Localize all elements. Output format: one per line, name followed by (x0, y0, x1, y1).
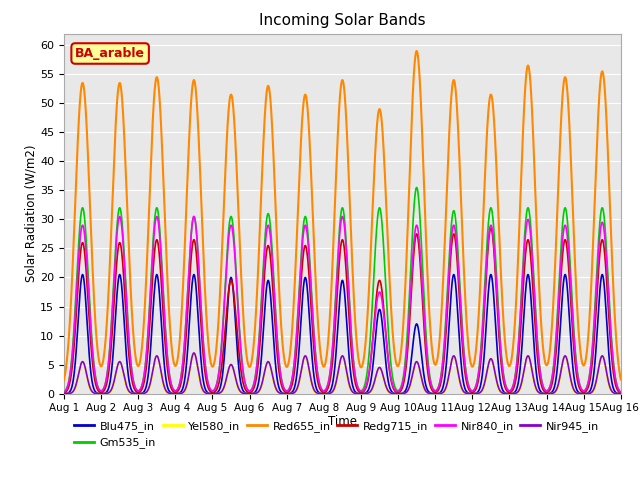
Text: BA_arable: BA_arable (75, 47, 145, 60)
Legend: Blu475_in, Gm535_in, Yel580_in, Red655_in, Redg715_in, Nir840_in, Nir945_in: Blu475_in, Gm535_in, Yel580_in, Red655_i… (70, 417, 604, 453)
Title: Incoming Solar Bands: Incoming Solar Bands (259, 13, 426, 28)
Y-axis label: Solar Radiation (W/m2): Solar Radiation (W/m2) (24, 145, 37, 282)
X-axis label: Time: Time (328, 415, 357, 428)
